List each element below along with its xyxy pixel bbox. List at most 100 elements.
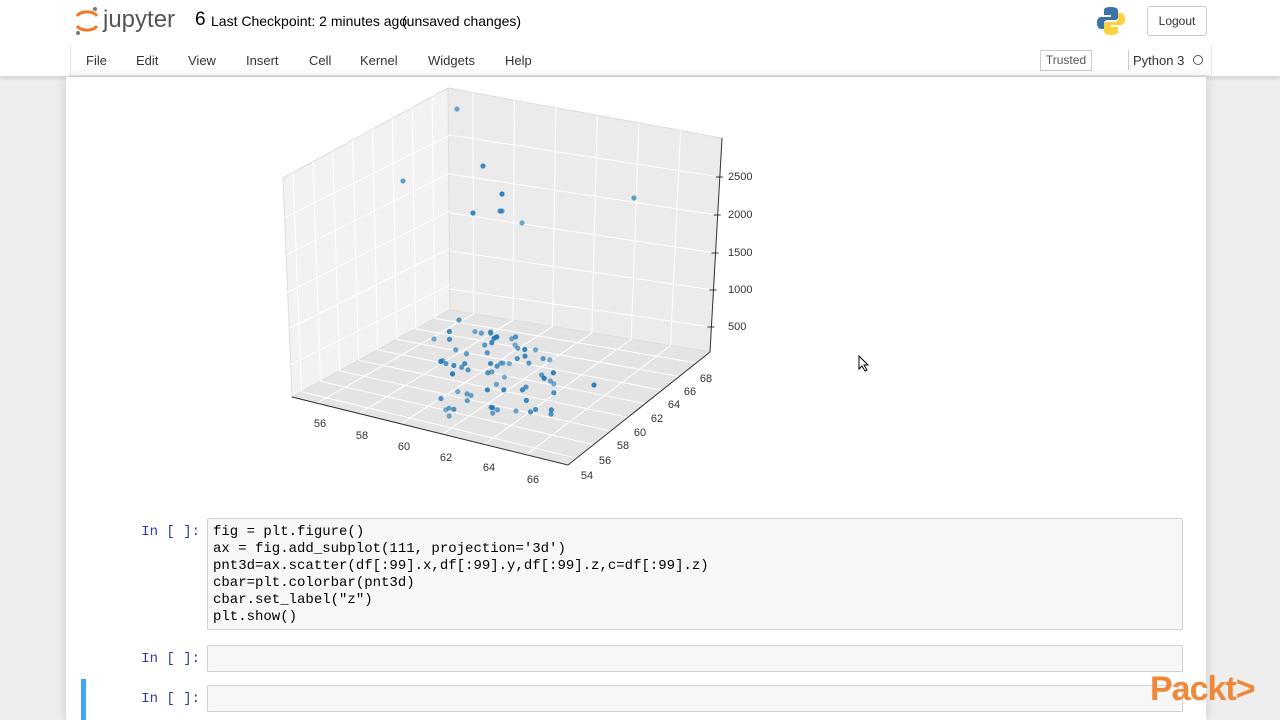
menu-item[interactable]: Help — [505, 53, 532, 68]
grid-line — [285, 210, 451, 294]
menu-item[interactable]: Cell — [309, 53, 332, 68]
y-tick-label: 56 — [599, 455, 611, 467]
grid-line — [431, 96, 436, 319]
header: jupyter 6 Last Checkpoint: 2 minutes ago… — [0, 0, 1280, 46]
menu-item[interactable]: Kernel — [360, 53, 398, 68]
scatter-point — [519, 387, 526, 393]
checkpoint: Last Checkpoint: 2 minutes ago — [211, 13, 408, 29]
scatter-point — [446, 328, 453, 335]
scatter-point — [515, 345, 521, 351]
scatter-point — [455, 389, 461, 395]
scatter-point — [484, 350, 490, 356]
grid-line — [551, 107, 557, 327]
z-axis — [709, 137, 723, 353]
x-tick-label: 58 — [356, 430, 368, 442]
scatter-point — [494, 407, 500, 413]
scatter-point — [443, 360, 449, 367]
x-axis — [291, 396, 569, 466]
menu-item[interactable]: View — [188, 53, 216, 68]
scatter-point — [464, 397, 470, 404]
grid-line — [371, 129, 379, 350]
code-cell[interactable] — [207, 685, 1183, 712]
scatter-point — [468, 392, 474, 399]
divider — [1128, 50, 1129, 70]
scatter-point — [478, 330, 484, 336]
brand-watermark: Packt> — [1150, 670, 1256, 708]
code-cell[interactable] — [207, 645, 1183, 672]
scatter-point — [631, 195, 637, 201]
trusted-badge[interactable]: Trusted — [1040, 50, 1092, 71]
scatter-point — [489, 369, 495, 375]
logout-button[interactable]: Logout — [1147, 6, 1207, 36]
grid-line — [358, 359, 628, 418]
menubar: File Edit View Insert Cell Kernel Widgets Help … — [0, 45, 1280, 77]
scatter-point — [499, 191, 505, 197]
scatter-point — [480, 163, 486, 169]
python-logo — [1097, 7, 1125, 35]
scatter-point — [547, 378, 553, 384]
x-tick-label: 64 — [483, 462, 495, 474]
scatter-point — [490, 410, 496, 416]
scatter-point — [513, 334, 519, 340]
code-line: cbar.set_label("z") — [213, 592, 373, 608]
grid-line — [332, 150, 341, 371]
grid-line — [292, 172, 303, 392]
right-pane — [447, 87, 723, 353]
scatter-point — [522, 346, 528, 353]
menu-item[interactable]: Insert — [246, 53, 279, 68]
scatter-point — [446, 413, 452, 419]
menu-item[interactable]: Widgets — [428, 53, 475, 68]
scatter-point — [494, 363, 500, 369]
grid-line — [442, 332, 593, 435]
scatter-point — [438, 395, 444, 402]
x-tick-label: 66 — [527, 474, 539, 486]
scatter-point — [459, 364, 465, 370]
scatter-point — [532, 347, 539, 353]
scatter-point — [532, 406, 539, 413]
menu-frame — [70, 45, 1212, 76]
scatter-point — [501, 387, 507, 393]
scatter-point — [506, 360, 512, 367]
grid-line — [472, 92, 475, 314]
scatter-point — [446, 336, 453, 342]
grid-line — [285, 284, 451, 368]
grid-line — [339, 370, 611, 432]
scatter-point — [465, 367, 471, 373]
y-tick-label: 60 — [634, 427, 646, 439]
kernel-name: Python 3 — [1133, 53, 1185, 68]
scatter-point — [499, 208, 505, 214]
y-tick-label: 66 — [684, 386, 696, 398]
z-tick-label: 2500 — [728, 171, 752, 183]
y-tick-label: 68 — [700, 373, 712, 385]
scatter-point — [488, 404, 494, 410]
scatter-point — [509, 336, 515, 342]
scatter-point — [454, 106, 460, 112]
grid-line — [449, 173, 718, 216]
scatter-point — [519, 220, 525, 226]
grid-line — [591, 115, 598, 333]
grid-line — [377, 349, 646, 405]
save-status: (unsaved changes) — [402, 13, 522, 29]
scatter-point — [438, 358, 444, 365]
grid-line — [449, 288, 712, 328]
scatter-point — [451, 406, 457, 412]
z-tick-label: 1000 — [728, 284, 752, 296]
y-axis — [567, 351, 711, 466]
grid-line — [391, 118, 398, 340]
scatter-point — [551, 381, 557, 387]
grid-line — [320, 380, 594, 446]
menu-item[interactable]: File — [86, 53, 107, 68]
scatter-point — [547, 357, 553, 363]
menu-item[interactable]: Edit — [136, 53, 159, 68]
scatter-point — [485, 370, 491, 376]
grid-line — [670, 130, 681, 346]
logo-text[interactable]: jupyter — [103, 6, 176, 33]
code-line: fig = plt.figure() — [213, 524, 365, 540]
scatter-point — [591, 382, 597, 388]
scatter-point — [548, 407, 554, 413]
y-tick-label: 58 — [617, 440, 629, 452]
notebook-name[interactable]: 6 — [195, 9, 206, 30]
scatter-point — [431, 336, 437, 342]
logo-icon — [75, 7, 99, 35]
code-cell[interactable]: fig = plt.figure() ax = fig.add_subplot(1… — [207, 518, 1183, 630]
